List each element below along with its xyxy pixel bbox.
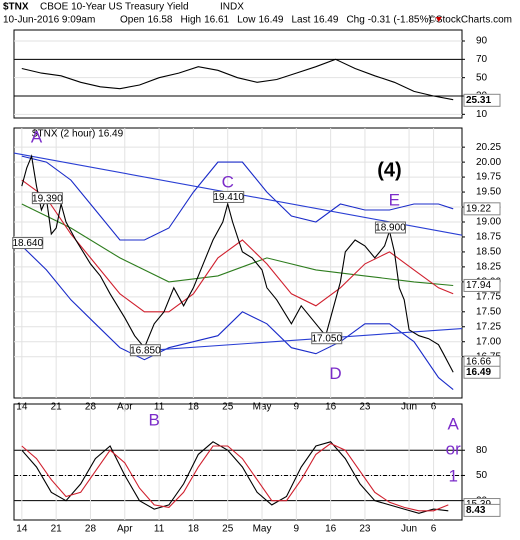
value-tag	[463, 93, 501, 107]
x-tick-label: 21	[51, 524, 63, 535]
value-tag	[463, 503, 501, 517]
x-tick-label: 14	[16, 524, 28, 535]
series-line	[21, 154, 454, 373]
y-tick-label: 19.75	[476, 172, 501, 183]
datetime: 10-Jun-2016 9:09am	[3, 15, 95, 26]
y-tick-label: 50	[476, 72, 488, 83]
wave-label: A	[448, 414, 460, 433]
wave-label: B	[149, 410, 160, 429]
x-tick-label: Apr	[117, 524, 133, 535]
quote-value: -0.31 (-1.85%)	[368, 15, 432, 26]
wave-label: A	[31, 128, 43, 147]
wave-label: D	[329, 364, 341, 383]
price-label-box	[311, 332, 343, 345]
series-line	[21, 58, 454, 101]
quote-value: 16.61	[204, 15, 229, 26]
y-tick-label: 10	[476, 109, 488, 120]
value-tag-label: 16.49	[466, 367, 491, 378]
y-tick-label: 50	[476, 470, 488, 481]
series-line	[144, 328, 463, 352]
quote-label: Last	[292, 15, 311, 26]
series-line	[21, 179, 454, 313]
quote-value: 16.49	[258, 15, 283, 26]
x-tick-label: 18	[188, 524, 200, 535]
y-tick-label: 18.50	[476, 247, 501, 258]
panel	[13, 127, 463, 399]
y-tick-label: 17.75	[476, 291, 501, 302]
y-tick-label: 20.00	[476, 157, 501, 168]
y-tick-label: 20.25	[476, 142, 501, 153]
wave-label: 1	[448, 467, 457, 486]
y-tick-label: 19.50	[476, 187, 501, 198]
x-tick-label: 6	[431, 524, 437, 535]
instrument-name: CBOE 10-Year US Treasury Yield	[40, 2, 189, 13]
value-tag-label: 25.31	[466, 95, 491, 106]
y-tick-label: 90	[476, 36, 488, 47]
copyright: ©StockCharts.com	[428, 15, 512, 26]
x-tick-label: May	[253, 524, 272, 535]
quote-value: 16.49	[313, 15, 338, 26]
value-tag	[463, 365, 501, 379]
x-tick-label: Jun	[401, 524, 417, 535]
quote-label: Open	[120, 15, 144, 26]
price-label: 17.050	[311, 333, 342, 344]
price-label-box	[12, 237, 44, 250]
x-tick-label: 25	[222, 524, 234, 535]
price-label: 18.900	[375, 223, 406, 234]
panel	[13, 29, 463, 119]
down-arrow	[435, 17, 442, 22]
price-label: 19.410	[213, 192, 244, 203]
wave-label: C	[222, 173, 234, 192]
y-tick-label: 80	[476, 445, 488, 456]
wave-label: E	[389, 191, 400, 210]
x-tick-label: 9	[294, 524, 300, 535]
series-line	[21, 441, 449, 514]
quote-value: 16.58	[147, 15, 172, 26]
y-tick-label: 17.00	[476, 336, 501, 347]
wave-label: or	[446, 440, 461, 459]
y-tick-label: 17.25	[476, 321, 501, 332]
value-tag-label: 17.94	[466, 280, 491, 291]
series-line	[21, 245, 454, 391]
wave-label: (4)	[377, 159, 401, 181]
price-label-box	[31, 192, 63, 205]
value-tag-label: 19.22	[466, 203, 491, 214]
quote-label: High	[181, 15, 202, 26]
panel	[13, 403, 463, 521]
series-line	[21, 155, 454, 241]
value-tag-label: 16.66	[466, 357, 491, 368]
price-label: 18.640	[12, 238, 43, 249]
quote-label: Chg	[346, 15, 364, 26]
y-tick-label: 18.25	[476, 262, 501, 273]
y-tick-label: 17.50	[476, 306, 501, 317]
legend: $TNX (2 hour) 16.49	[32, 129, 124, 140]
y-tick-label: 18.75	[476, 232, 501, 243]
price-label-box	[129, 344, 161, 357]
x-tick-label: 11	[154, 524, 165, 535]
symbol: $TNX	[3, 2, 29, 13]
y-tick-label: 70	[476, 54, 488, 65]
y-tick-label: 19.00	[476, 217, 501, 228]
exchange: INDX	[220, 2, 244, 13]
x-tick-label: 28	[85, 524, 97, 535]
x-tick-label: 16	[325, 524, 337, 535]
value-tag	[463, 278, 501, 292]
series-line	[21, 203, 454, 287]
value-tag-label: 8.43	[466, 505, 486, 516]
price-label-box	[374, 221, 406, 234]
price-label: 19.390	[32, 193, 63, 204]
price-label: 16.850	[130, 345, 161, 356]
quote-label: Low	[237, 15, 256, 26]
price-label-box	[213, 190, 245, 203]
series-line	[21, 442, 449, 512]
x-tick-label: 23	[359, 524, 371, 535]
value-tag	[463, 202, 501, 216]
